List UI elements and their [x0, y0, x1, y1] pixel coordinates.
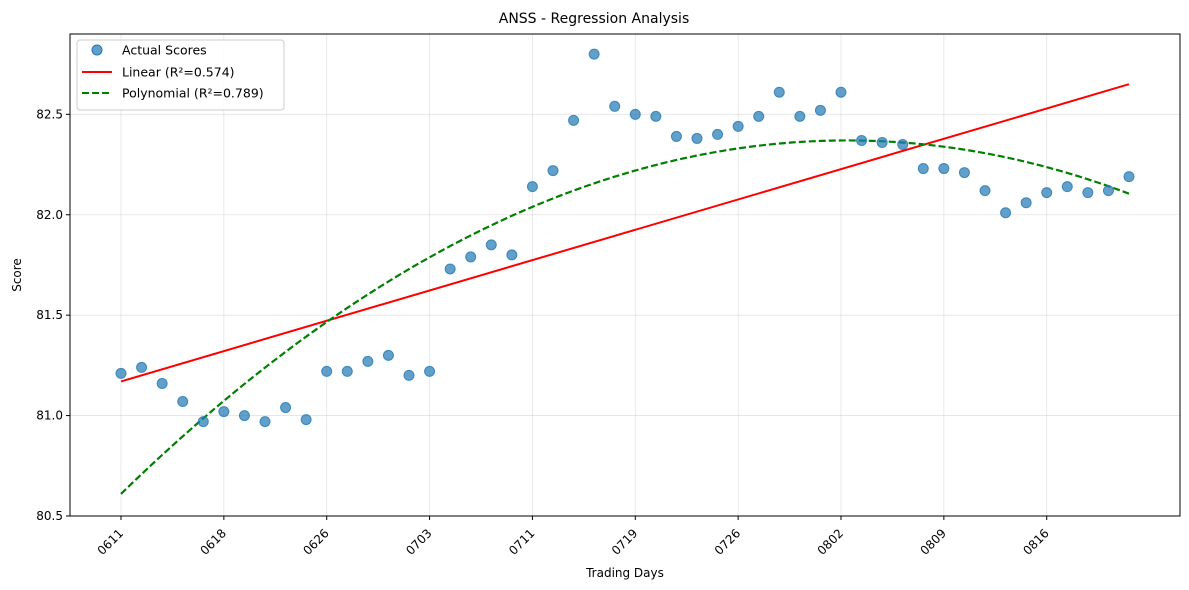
data-point [938, 163, 950, 175]
legend-label-polynomial: Polynomial (R²=0.789) [122, 86, 264, 101]
y-tick-label: 82.0 [36, 208, 63, 222]
data-point [444, 263, 456, 275]
data-point [547, 165, 559, 177]
x-tick-label: 0611 [95, 526, 126, 557]
data-point [197, 416, 209, 428]
data-point [136, 361, 148, 373]
y-tick-label: 81.0 [36, 409, 63, 423]
scatter-points [115, 48, 1135, 428]
legend-box [76, 39, 285, 111]
data-point [835, 86, 847, 98]
data-point [115, 367, 127, 379]
data-point [1102, 185, 1114, 197]
data-point [1061, 181, 1073, 193]
y-tick-label: 82.5 [36, 107, 63, 121]
data-point [691, 132, 703, 144]
data-point [1041, 187, 1053, 199]
x-tick-label: 0719 [609, 526, 640, 557]
data-point [280, 402, 292, 414]
data-point [259, 416, 271, 428]
data-point [897, 138, 909, 150]
data-point [424, 365, 436, 377]
polynomial-fit-line [120, 139, 1130, 495]
data-point [670, 130, 682, 142]
data-point [382, 349, 394, 361]
data-point [814, 104, 826, 116]
data-point [1082, 187, 1094, 199]
y-axis-ticks: 80.5 81.0 81.5 82.0 82.5 [36, 107, 70, 523]
chart-title: ANSS - Regression Analysis [499, 11, 689, 27]
data-point [629, 108, 641, 120]
x-tick-label: 0802 [815, 526, 846, 557]
data-point [773, 86, 785, 98]
data-point [485, 239, 497, 251]
x-tick-label: 0711 [506, 526, 537, 557]
data-point [177, 396, 189, 408]
data-point [732, 120, 744, 132]
fit-lines [120, 83, 1130, 495]
data-point [238, 410, 250, 422]
data-point [506, 249, 518, 261]
legend: Actual Scores Linear (R²=0.574) Polynomi… [76, 39, 285, 111]
legend-label-linear: Linear (R²=0.574) [122, 65, 235, 80]
data-point [588, 48, 600, 60]
legend-marker-actual-scores [91, 44, 103, 56]
x-tick-label: 0618 [197, 526, 228, 557]
data-point [650, 110, 662, 122]
plot-frame [69, 33, 1181, 517]
data-point [876, 136, 888, 148]
data-point [1000, 207, 1012, 219]
data-point [218, 406, 230, 418]
data-point [341, 365, 353, 377]
x-tick-label: 0816 [1020, 526, 1051, 557]
data-point [403, 369, 415, 381]
legend-label-actual-scores: Actual Scores [122, 43, 207, 58]
x-axis-label: Trading Days [585, 566, 664, 580]
data-point [609, 100, 621, 112]
data-point [794, 110, 806, 122]
data-point [979, 185, 991, 197]
x-tick-label: 0626 [300, 526, 331, 557]
data-point [958, 167, 970, 179]
y-tick-label: 80.5 [36, 509, 63, 523]
data-point [856, 134, 868, 146]
data-point [362, 355, 374, 367]
x-tick-label: 0809 [917, 526, 948, 557]
y-tick-label: 81.5 [36, 308, 63, 322]
data-point [1020, 197, 1032, 209]
data-point [753, 110, 765, 122]
data-point [917, 163, 929, 175]
x-axis-ticks: 0611 0618 0626 0703 0711 0719 0726 0802 0809 0816 [95, 516, 1052, 558]
data-point [1123, 171, 1135, 183]
y-axis-label: Score [10, 258, 24, 292]
data-point [321, 365, 333, 377]
data-point [156, 377, 168, 389]
data-point [526, 181, 538, 193]
x-tick-label: 0703 [403, 526, 434, 557]
x-tick-label: 0726 [712, 526, 743, 557]
linear-fit-line [120, 83, 1130, 383]
data-point [568, 114, 580, 126]
data-point [300, 414, 312, 426]
data-point [712, 128, 724, 140]
data-point [465, 251, 477, 263]
